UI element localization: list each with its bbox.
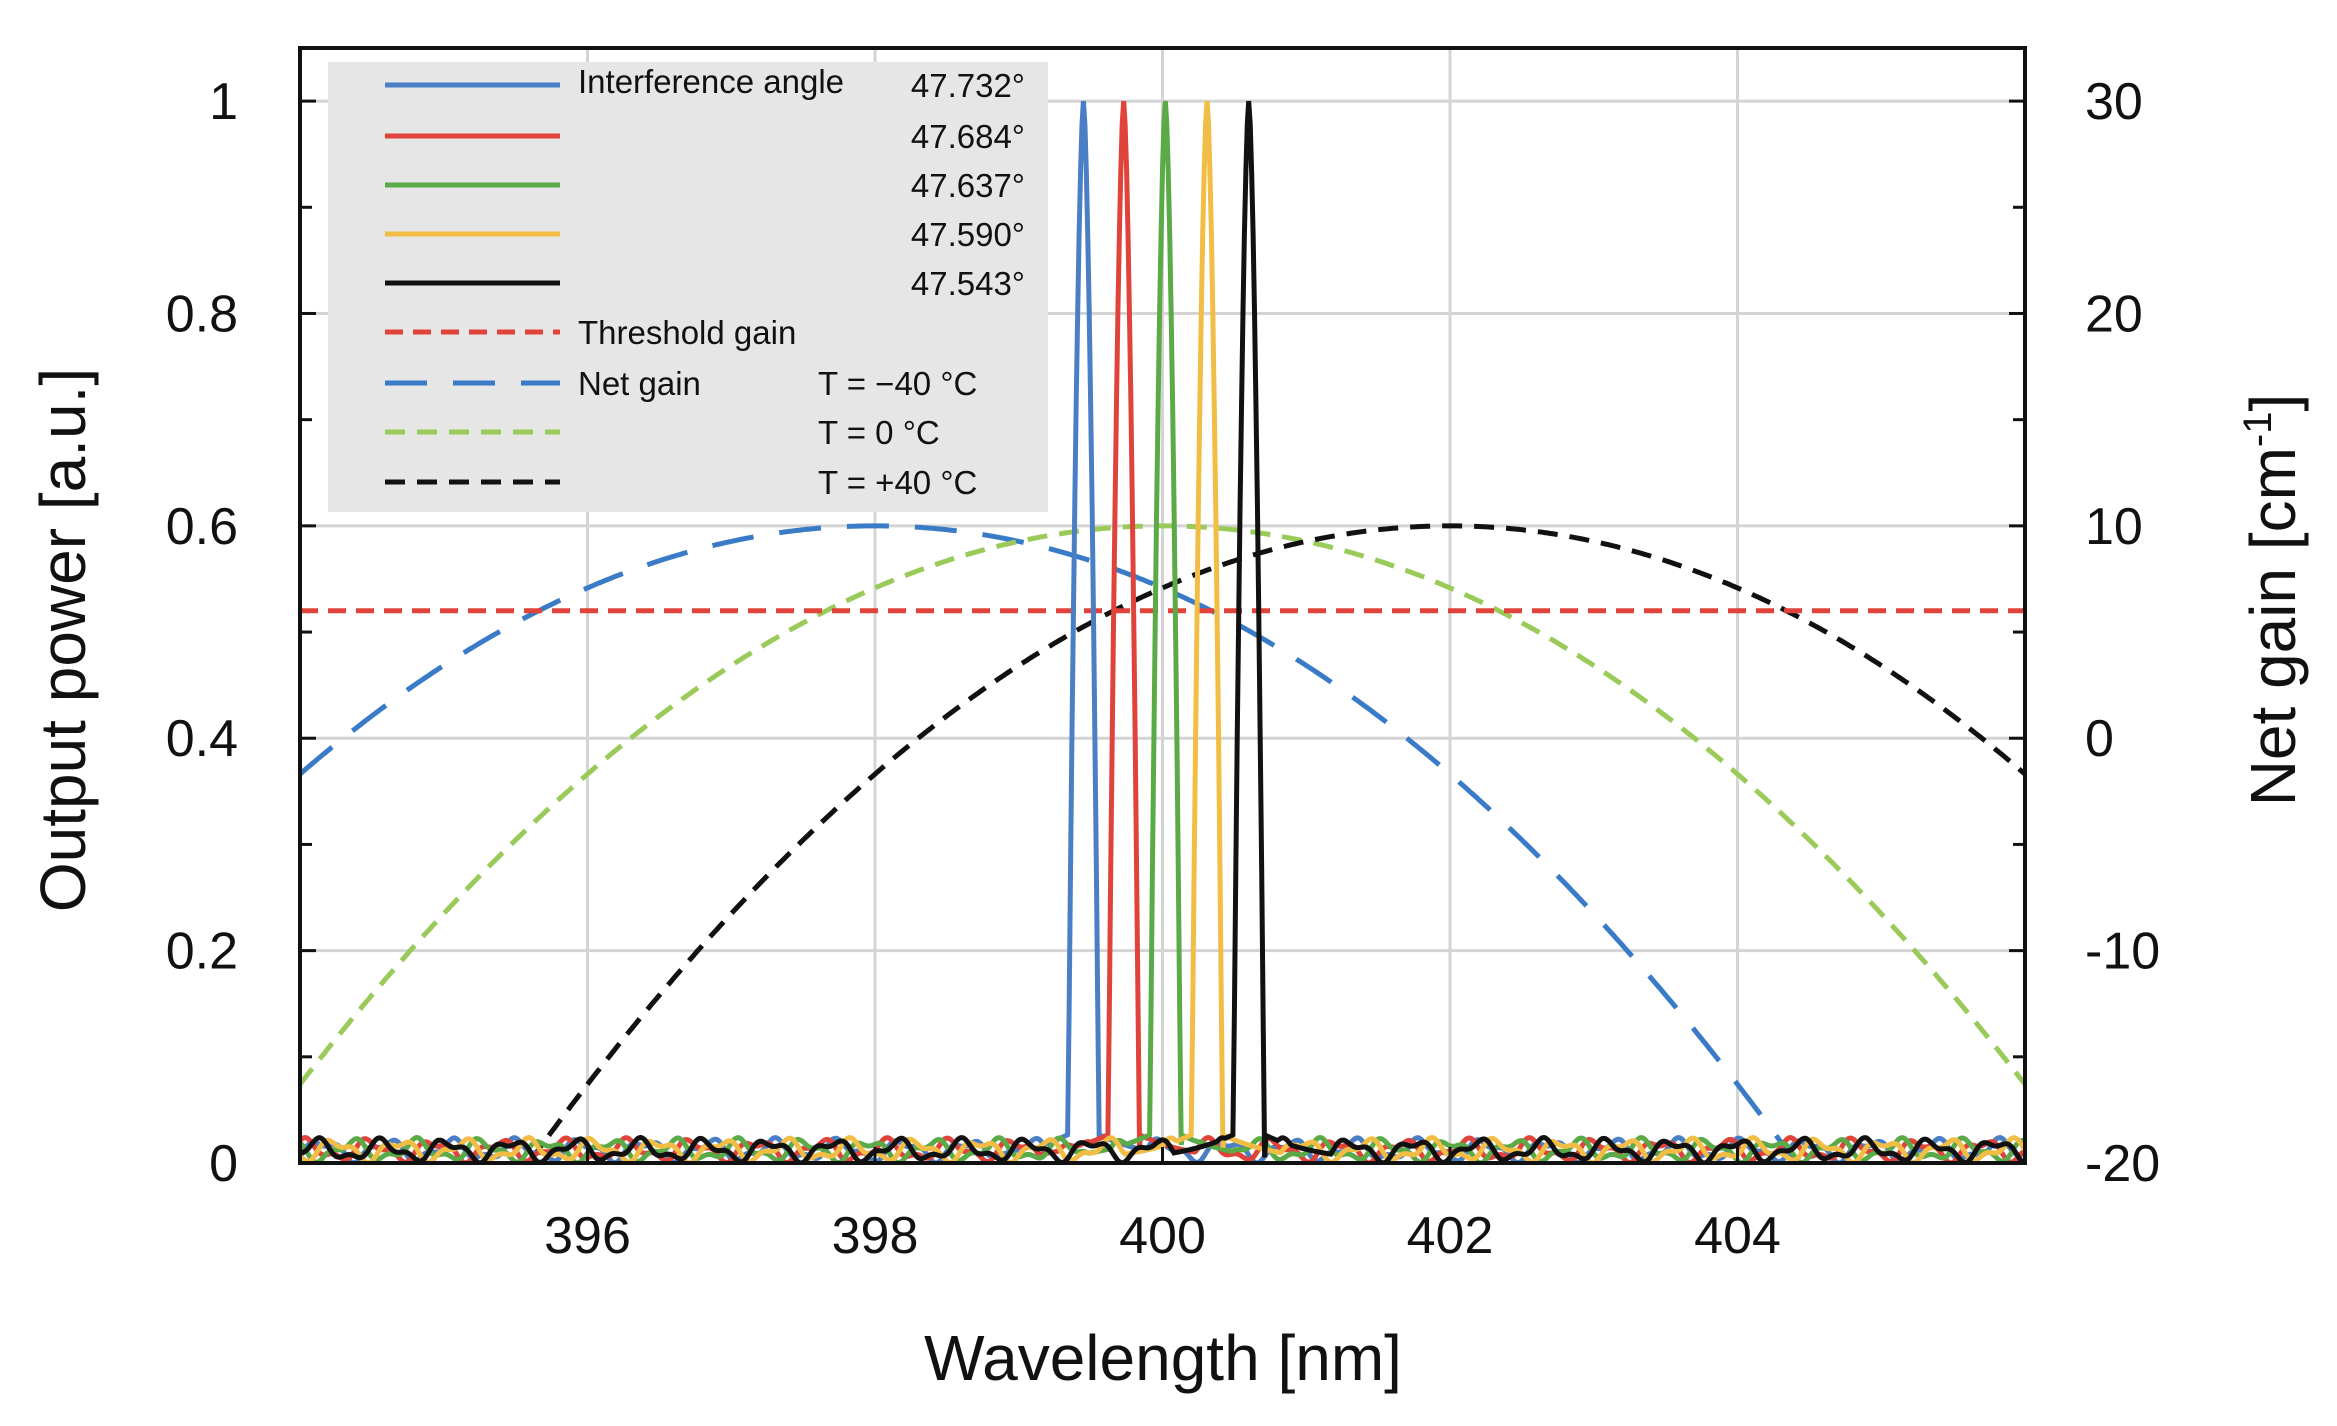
axis-ticks: 396 398 400 402 404 0 0.2 0.4 0.6 0.8 1 -20 -10 0 10 20… [166, 73, 2160, 1265]
y-tick-label: 0.2 [166, 923, 238, 981]
y2-tick-label: 20 [2085, 285, 2143, 343]
legend-temperature-label: T = +40 °C [818, 464, 977, 501]
y-tick-label: 0.6 [166, 498, 238, 556]
legend-angle-label: 47.543° [911, 265, 1025, 302]
x-tick-label: 398 [832, 1207, 919, 1265]
net-gain-curve [300, 523, 2025, 1086]
legend-temperature-label: T = 0 °C [818, 414, 940, 451]
y2-axis-title-sup: -1 [2236, 411, 2280, 447]
legend-netgain-label: Net gain [578, 365, 701, 402]
y2-axis-title: Net gain [cm-1] [2236, 394, 2309, 807]
x-tick-label: 400 [1119, 1207, 1206, 1265]
y2-tick-label: 30 [2085, 73, 2143, 131]
net-gain-curves [300, 523, 2025, 1163]
net-gain-curve [527, 523, 2025, 1163]
x-tick-label: 404 [1694, 1207, 1781, 1265]
legend-angle-label: 47.732° [911, 67, 1025, 104]
y2-axis-title-end: ] [2237, 394, 2309, 412]
y2-tick-label: -20 [2085, 1135, 2160, 1193]
y-tick-label: 0.4 [166, 710, 238, 768]
y-tick-label: 1 [209, 73, 238, 131]
y-tick-label: 0.8 [166, 285, 238, 343]
legend-angle-label: 47.590° [911, 216, 1025, 253]
output-power-curve [300, 100, 2025, 1163]
legend-temperature-label: T = −40 °C [818, 365, 977, 402]
y2-tick-label: 10 [2085, 498, 2143, 556]
legend-angle-label: 47.637° [911, 167, 1025, 204]
y2-tick-label: -10 [2085, 923, 2160, 981]
legend-angle-label: 47.684° [911, 118, 1025, 155]
x-axis-title: Wavelength [nm] [924, 1322, 1402, 1394]
y2-tick-label: 0 [2085, 710, 2114, 768]
y-axis-title: Output power [a.u.] [27, 368, 99, 912]
net-gain-curve [300, 523, 1798, 1163]
y2-axis-title-main: Net gain [cm [2237, 447, 2309, 806]
x-tick-label: 402 [1407, 1207, 1494, 1265]
legend-interference-label: Interference angle [578, 63, 844, 100]
legend: 47.732° 47.684° 47.637° 47.590° 47.543° Inter… [328, 62, 1048, 512]
legend-threshold-label: Threshold gain [578, 314, 796, 351]
y-tick-label: 0 [209, 1135, 238, 1193]
x-tick-label: 396 [544, 1207, 631, 1265]
